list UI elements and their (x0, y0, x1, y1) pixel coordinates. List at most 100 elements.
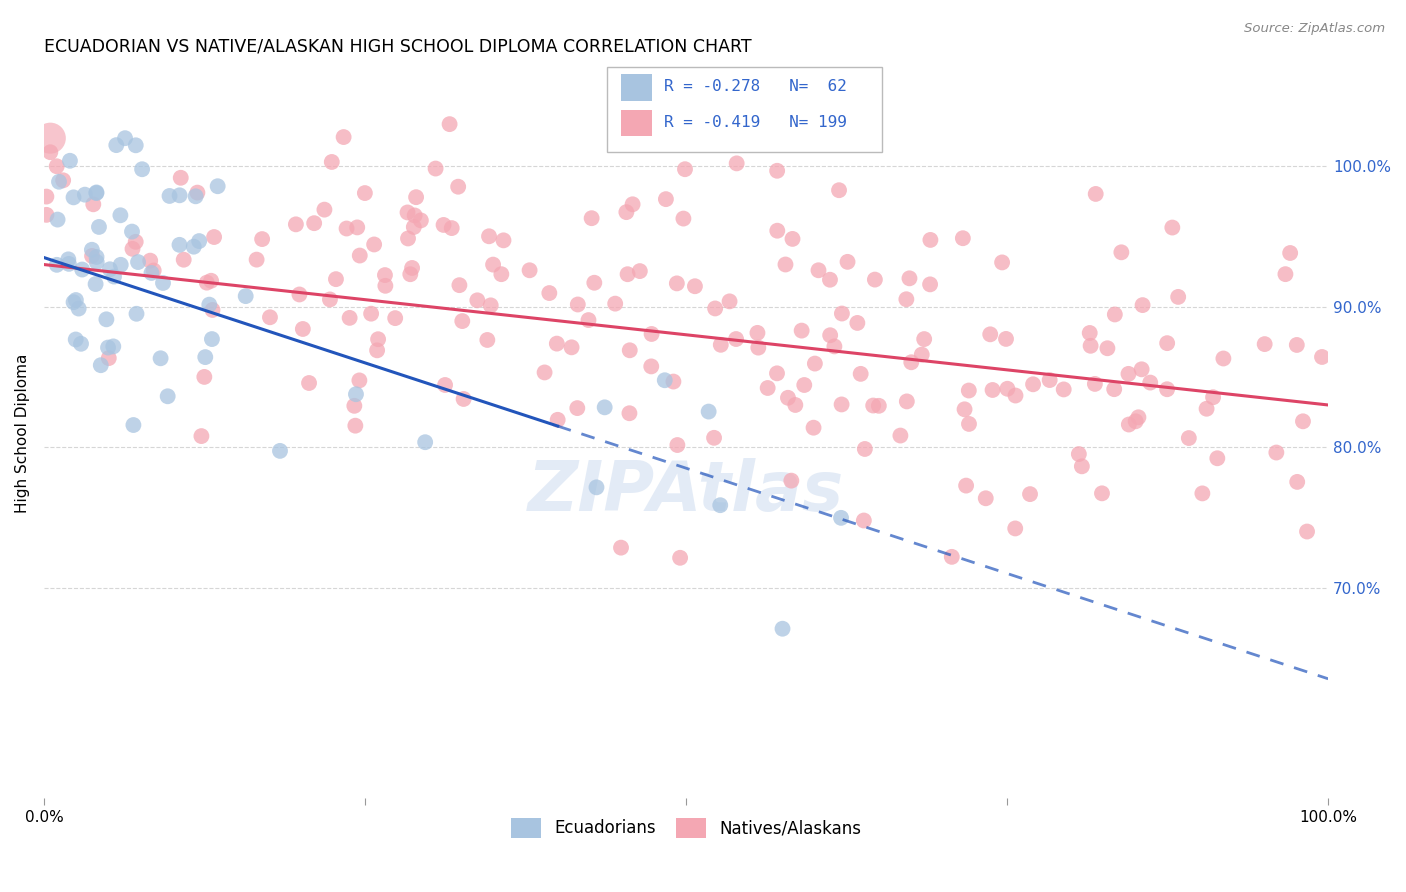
Point (402, 219, 425, 234)
Point (780, 474, 803, 488)
Point (709, 498, 731, 512)
Point (1178, 431, 1201, 445)
Point (519, 263, 541, 277)
Point (363, 237, 385, 252)
Point (775, 258, 797, 272)
Point (616, 267, 638, 281)
Point (48, 175, 70, 189)
Point (785, 398, 807, 412)
Point (344, 418, 367, 433)
Point (122, 417, 145, 432)
Point (1067, 447, 1090, 461)
Point (439, 117, 461, 131)
Point (173, 252, 195, 267)
Point (1130, 362, 1153, 376)
Point (1132, 298, 1154, 312)
Point (697, 404, 720, 418)
Point (1212, 351, 1234, 366)
Point (152, 276, 174, 290)
Point (90, 358, 112, 372)
Point (782, 232, 804, 246)
Point (121, 242, 143, 256)
Point (756, 381, 779, 395)
Point (343, 399, 366, 413)
Point (853, 442, 876, 456)
Point (269, 443, 291, 458)
Point (325, 272, 347, 286)
Point (45, 258, 67, 272)
Point (1279, 246, 1302, 260)
Point (538, 286, 561, 301)
Point (533, 366, 555, 380)
Point (80, 249, 103, 263)
Point (567, 297, 589, 311)
Point (193, 370, 215, 384)
Point (67, 301, 90, 316)
Point (1118, 417, 1140, 432)
Point (1285, 338, 1308, 352)
Point (981, 383, 1004, 397)
Point (39, 145, 62, 160)
Legend: Ecuadorians, Natives/Alaskans: Ecuadorians, Natives/Alaskans (505, 811, 868, 845)
Point (1156, 382, 1178, 396)
Point (807, 263, 830, 277)
Point (62, 295, 84, 310)
Point (70, 262, 93, 277)
Point (200, 274, 222, 288)
Point (201, 302, 224, 317)
Point (920, 277, 942, 292)
Point (776, 391, 799, 405)
Point (747, 341, 769, 355)
Point (52, 173, 75, 187)
Point (58, 257, 80, 271)
Point (396, 205, 419, 219)
Point (546, 336, 568, 351)
Point (59, 153, 82, 168)
Point (98, 262, 121, 277)
Point (953, 402, 976, 417)
Point (349, 248, 371, 262)
Point (1091, 486, 1114, 500)
Point (957, 417, 980, 431)
Point (1070, 459, 1092, 474)
Point (425, 161, 447, 176)
Point (184, 189, 207, 203)
Point (114, 131, 136, 145)
Point (467, 293, 489, 308)
Point (628, 264, 651, 278)
Point (319, 293, 342, 307)
Point (673, 162, 696, 177)
Point (339, 310, 361, 325)
Point (186, 186, 208, 200)
Point (683, 279, 706, 293)
Point (121, 225, 143, 239)
Text: R = -0.419   N= 199: R = -0.419 N= 199 (664, 115, 846, 129)
Point (384, 311, 406, 326)
Point (725, 156, 748, 170)
Point (449, 278, 471, 293)
Point (1296, 524, 1319, 539)
Point (837, 255, 859, 269)
Point (198, 298, 221, 312)
Point (605, 296, 627, 310)
Point (291, 322, 314, 336)
Point (125, 235, 148, 249)
Point (804, 357, 827, 371)
Point (235, 289, 257, 303)
Point (127, 255, 149, 269)
Point (898, 271, 921, 285)
Point (366, 343, 388, 358)
Point (640, 359, 662, 374)
Point (863, 272, 886, 286)
Point (790, 324, 813, 338)
Point (35, 208, 58, 222)
Point (349, 373, 371, 387)
Point (344, 387, 367, 401)
Point (900, 355, 922, 369)
Point (492, 233, 515, 247)
Text: ZIPAtlas: ZIPAtlas (527, 458, 844, 525)
Point (142, 263, 165, 277)
Point (360, 307, 382, 321)
Point (131, 162, 153, 177)
Point (1097, 341, 1119, 355)
